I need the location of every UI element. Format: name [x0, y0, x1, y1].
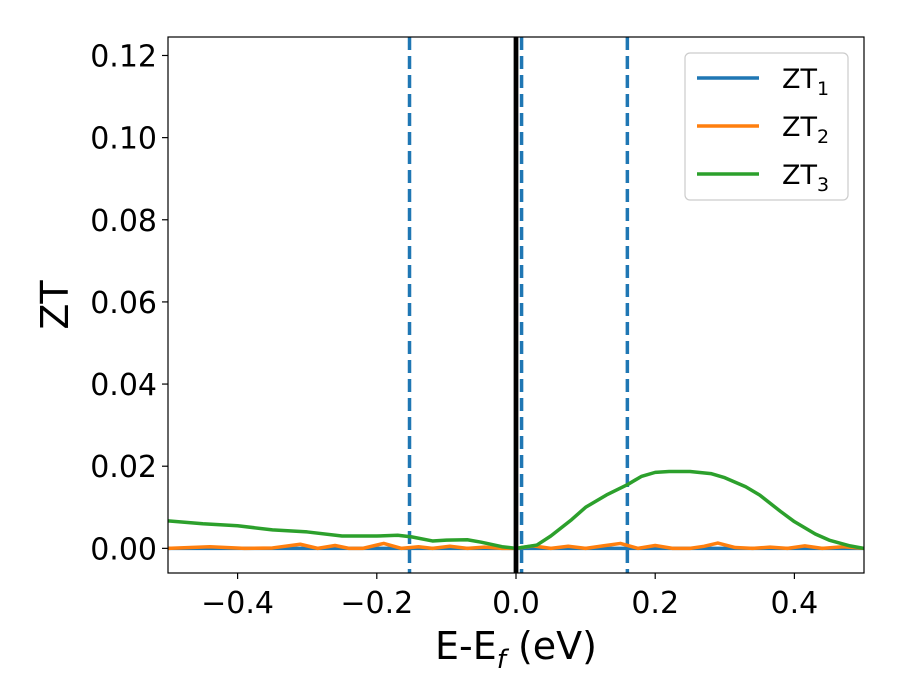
y-tick-label: 0.02	[90, 450, 157, 485]
plot-clipped-group	[168, 37, 864, 573]
y-tick-label: 0.08	[90, 204, 157, 239]
y-tick-label: 0.00	[90, 532, 157, 567]
x-tick-label: 0.4	[771, 586, 819, 621]
series-line-zt2	[168, 541, 864, 551]
y-tick-label: 0.10	[90, 122, 157, 157]
y-axis-label: ZT	[33, 280, 77, 330]
x-axis-label: E-Ef (eV)	[435, 624, 597, 675]
axes: −0.4 −0.2 0.0 0.2 0.4 0.00 0.02 0.04 0.06 0.08 0.1…	[33, 36, 865, 675]
x-tick-label: −0.4	[201, 586, 274, 621]
series-line-zt3	[168, 469, 864, 551]
legend-label-zt2: ZT2	[782, 112, 829, 148]
x-tick-label: 0.0	[492, 586, 540, 621]
legend-box	[684, 52, 849, 201]
y-tick-label: 0.04	[90, 368, 157, 403]
y-tick-label: 0.12	[90, 39, 157, 74]
y-tick-label: 0.06	[90, 286, 157, 321]
x-tick-label: −0.2	[340, 586, 413, 621]
legend-label-zt3: ZT3	[782, 160, 829, 196]
plot-area	[168, 37, 864, 573]
legend-label-zt1: ZT1	[782, 64, 829, 100]
legend: ZT1 ZT2 ZT3	[684, 52, 849, 201]
x-tick-label: 0.2	[631, 586, 679, 621]
